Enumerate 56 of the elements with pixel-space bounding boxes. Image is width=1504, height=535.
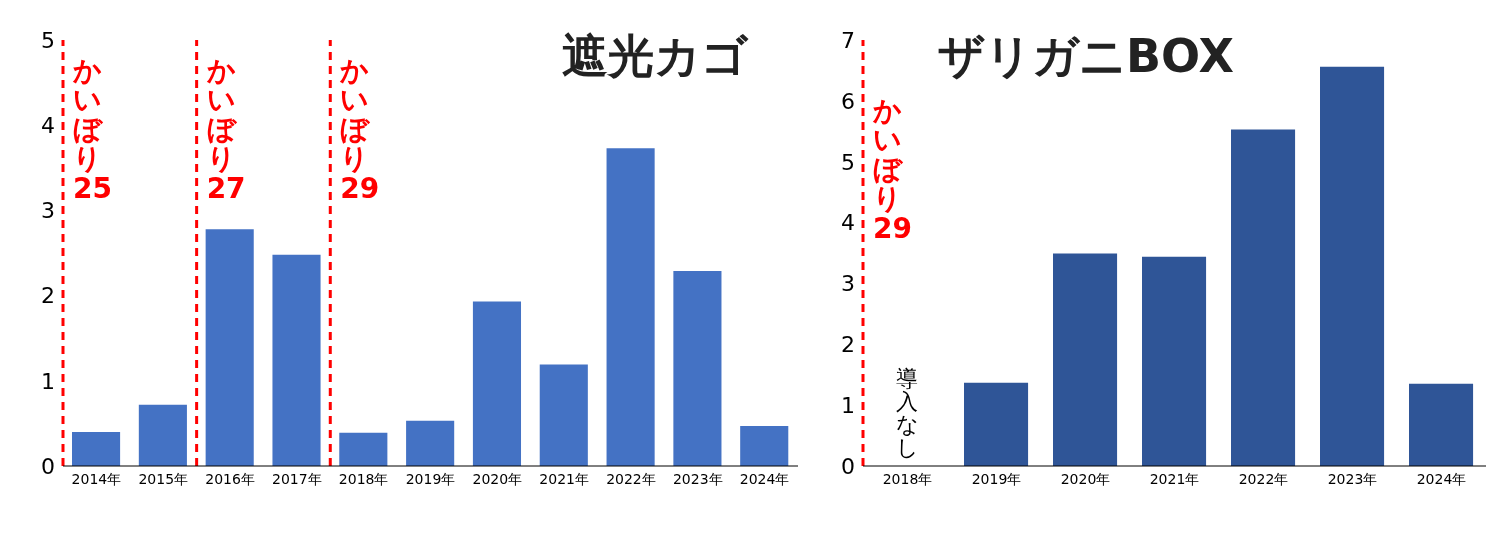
x-tick-label: 2024年 [739, 470, 790, 487]
y-tick-label: 5 [841, 149, 855, 175]
y-tick-label: 2 [841, 332, 855, 358]
x-tick-label: 2017年 [272, 470, 322, 487]
x-tick-label: 2019年 [971, 470, 1022, 487]
x-tick-label: 2021年 [539, 470, 589, 487]
x-tick-label: 2016年 [205, 470, 255, 487]
x-tick-label: 2018年 [338, 470, 389, 487]
y-tick-label: 6 [841, 88, 855, 114]
y-tick-label: 5 [41, 27, 55, 53]
bar [205, 229, 254, 466]
y-tick-label: 0 [841, 453, 855, 479]
bar [1053, 253, 1118, 466]
y-tick-label: 1 [41, 368, 55, 394]
bar [1142, 256, 1207, 466]
ref-line-label: かいぼり29 [339, 54, 380, 205]
x-tick-label: 2020年 [1060, 470, 1111, 487]
x-tick-label: 2020年 [472, 470, 523, 487]
x-tick-label: 2018年 [882, 470, 933, 487]
bar [472, 301, 522, 466]
y-tick-label: 2 [41, 283, 55, 309]
bar [539, 364, 588, 466]
ref-line-label: かいぼり25 [72, 54, 112, 205]
x-tick-label: 2015年 [138, 470, 189, 487]
chart-title: ザリガニBOX [938, 28, 1234, 85]
y-tick-label: 3 [41, 198, 55, 224]
y-tick-label: 7 [841, 27, 855, 53]
y-tick-label: 0 [41, 453, 55, 479]
y-tick-label: 3 [841, 271, 855, 297]
bar [1320, 66, 1385, 466]
ref-line-label: かいぼり27 [205, 54, 246, 205]
ref-line-label: かいぼり29 [872, 94, 912, 245]
bar [272, 254, 321, 466]
bar [72, 431, 121, 466]
bar [406, 420, 455, 466]
bar [673, 270, 722, 466]
x-tick-label: 2022年 [1238, 470, 1289, 487]
bar [964, 382, 1029, 466]
y-tick-label: 4 [41, 113, 55, 139]
x-tick-label: 2023年 [672, 470, 723, 487]
x-tick-label: 2024年 [1416, 470, 1467, 487]
bar [1231, 129, 1296, 466]
bar [138, 404, 187, 466]
y-tick-label: 1 [841, 392, 855, 418]
x-tick-label: 2021年 [1149, 470, 1200, 487]
x-tick-label: 2022年 [606, 470, 656, 487]
annotation: 導入なし [895, 366, 919, 461]
y-tick-label: 4 [841, 210, 855, 236]
bar [740, 425, 789, 466]
bar [606, 148, 655, 466]
chart-title: 遮光カゴ [562, 28, 748, 85]
bar [339, 432, 388, 466]
bar [1409, 383, 1474, 466]
x-tick-label: 2023年 [1327, 470, 1378, 487]
x-tick-label: 2014年 [71, 470, 122, 487]
x-tick-label: 2019年 [405, 470, 456, 487]
